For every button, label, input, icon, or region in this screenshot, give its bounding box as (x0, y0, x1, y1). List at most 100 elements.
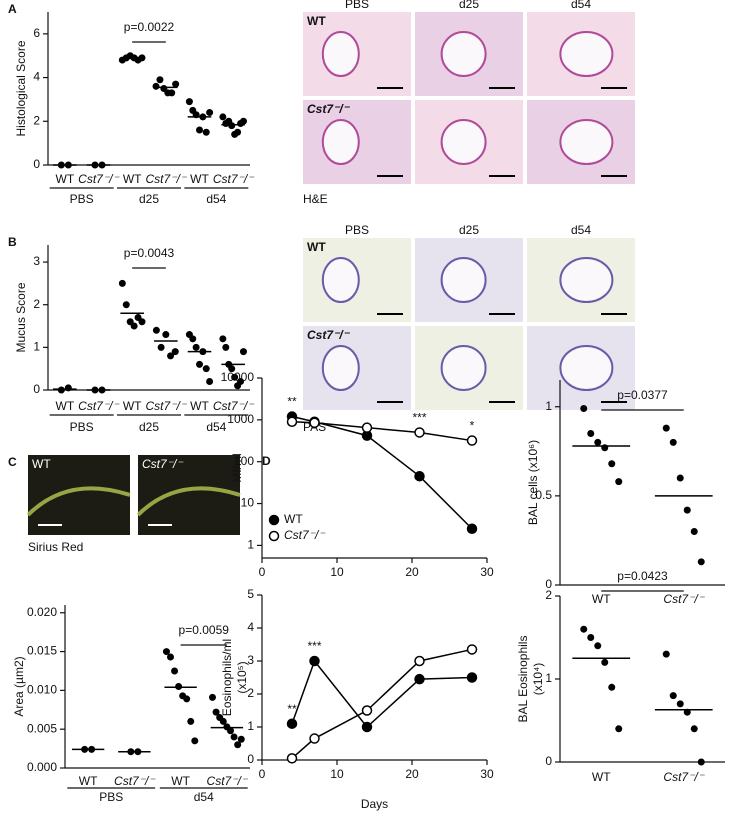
micrograph (28, 455, 130, 535)
x-tick-label: WT (56, 399, 75, 413)
micrograph (138, 455, 240, 535)
x-tick-label: WT (79, 774, 98, 788)
x-tick-label: 20 (405, 767, 419, 781)
x-tick-label: 0 (259, 565, 266, 579)
y-axis-label: Mf/ml (230, 453, 244, 482)
y-tick-label: 2 (247, 686, 254, 700)
data-point (168, 89, 176, 97)
y-tick-label: 0.5 (535, 488, 552, 502)
airway (440, 345, 487, 391)
fibre (136, 486, 241, 517)
data-point (608, 460, 616, 468)
data-point (669, 438, 677, 446)
fibre (26, 486, 131, 517)
data-point (286, 718, 298, 729)
data-point (697, 758, 705, 766)
data-point (594, 438, 602, 446)
x-tick-label: Cst7⁻/⁻ (207, 774, 249, 788)
x-tick-label: 30 (480, 565, 494, 579)
significance: * (470, 419, 475, 433)
data-point (414, 470, 425, 482)
series-line (291, 659, 473, 729)
x-tick-label: Cst7⁻/⁻ (213, 399, 255, 413)
column-label: PBS (345, 0, 369, 11)
row-label: WT (32, 457, 51, 471)
column-label: PBS (345, 223, 369, 237)
data-point (234, 128, 242, 136)
data-point (234, 741, 242, 749)
data-point (587, 429, 595, 437)
p-value: p=0.0377 (617, 388, 668, 402)
data-point (202, 365, 210, 373)
y-tick-label: 1 (33, 340, 40, 354)
data-point (138, 318, 146, 326)
significance: ** (287, 702, 297, 716)
data-point (286, 416, 298, 428)
x-tick-label: Cst7⁻/⁻ (114, 774, 156, 788)
y-tick-label: 0.020 (27, 605, 57, 619)
y-tick-label: 0 (545, 754, 552, 768)
airway (440, 119, 487, 165)
data-point (228, 122, 236, 130)
data-point (414, 427, 425, 438)
y-tick-label: 0.000 (27, 760, 57, 774)
y-axis-label: (x10⁴) (531, 663, 545, 696)
data-point (237, 735, 245, 743)
data-point (228, 365, 236, 373)
data-point (286, 753, 298, 764)
y-tick-label: 0 (33, 157, 40, 171)
data-point (171, 667, 179, 675)
y-axis-label: Histological Score (14, 40, 28, 136)
p-value: p=0.0043 (124, 246, 175, 260)
data-point (156, 76, 164, 84)
data-point (466, 672, 478, 683)
y-tick-label: 10 (241, 496, 255, 510)
data-point (669, 692, 677, 700)
data-point (122, 301, 130, 309)
column-label: d54 (571, 223, 591, 237)
group-label: d54 (194, 790, 214, 804)
airway (440, 31, 487, 77)
x-tick-label: WT (171, 774, 190, 788)
data-point (580, 405, 588, 413)
data-point (185, 98, 193, 106)
x-tick-label: WT (123, 172, 142, 186)
y-tick-label: 1 (247, 538, 254, 552)
data-point (171, 348, 179, 356)
significance: ** (287, 395, 297, 409)
data-point (189, 335, 197, 343)
y-axis-label: BAL Eosinophils (516, 636, 530, 723)
y-tick-label: 5 (247, 587, 254, 601)
data-point (239, 348, 247, 356)
data-point (202, 128, 210, 136)
data-point (466, 644, 478, 655)
data-point (167, 352, 175, 360)
airway (440, 257, 487, 303)
legend-label: Cst7⁻/⁻ (284, 528, 326, 542)
data-point (196, 360, 203, 368)
data-point (414, 673, 425, 685)
y-tick-label: 6 (33, 26, 40, 40)
x-tick-label: WT (592, 592, 611, 606)
data-point (237, 377, 245, 385)
x-tick-label: Cst7⁻/⁻ (78, 172, 120, 186)
y-tick-label: 0.015 (27, 644, 57, 658)
airway (321, 31, 360, 77)
row-label: Cst7⁻/⁻ (142, 457, 184, 471)
y-axis-label: Eosinophils/ml (220, 639, 234, 716)
y-tick-label: 0 (33, 382, 40, 396)
data-point (187, 717, 195, 725)
data-point (230, 733, 238, 741)
data-point (118, 279, 126, 287)
legend-label: WT (284, 512, 303, 526)
data-point (676, 700, 684, 708)
data-point (219, 113, 227, 121)
y-tick-label: 0.010 (27, 683, 57, 697)
column-label: d25 (459, 0, 479, 11)
data-point (167, 653, 175, 661)
x-tick-label: Cst7⁻/⁻ (213, 172, 255, 186)
row-label: Cst7⁻/⁻ (307, 102, 351, 116)
group-label: d54 (206, 420, 226, 434)
data-point (309, 655, 320, 667)
